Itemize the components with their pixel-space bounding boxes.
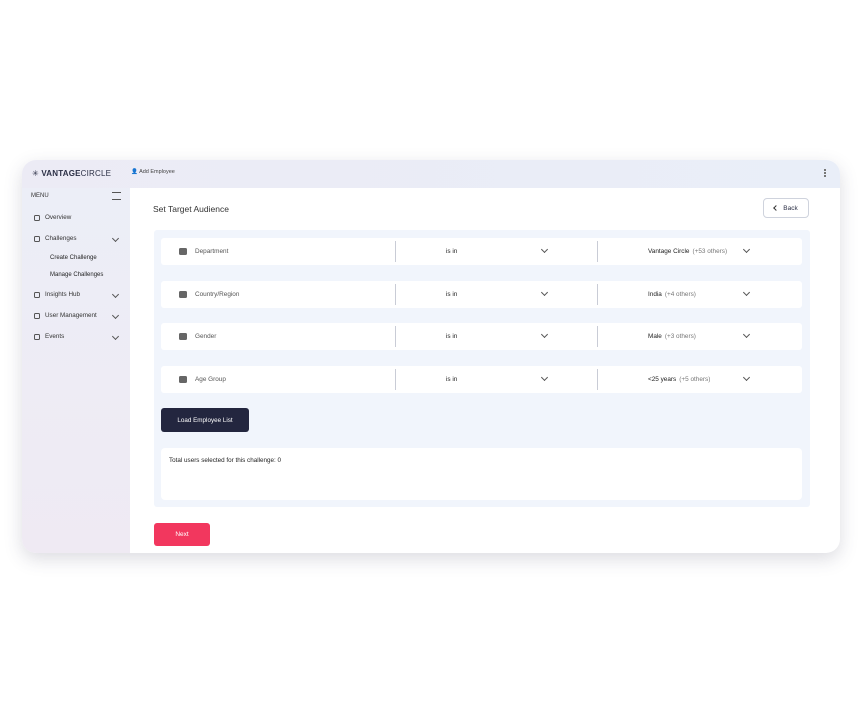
filter-value[interactable]: India (+4 others): [648, 291, 696, 298]
filter-row: Gender is in Male (+3 others): [161, 323, 802, 351]
back-label: Back: [783, 204, 798, 212]
filter-value[interactable]: Vantage Circle (+53 others): [648, 248, 727, 255]
filter-icon: [179, 333, 187, 341]
more-menu[interactable]: [824, 169, 828, 177]
filter-operator[interactable]: is in: [446, 290, 458, 298]
next-button[interactable]: Next: [154, 523, 210, 546]
menu-label: Events: [45, 333, 65, 340]
menu-item[interactable]: Overview: [34, 214, 71, 221]
brand: CIRCLE: [80, 169, 112, 178]
dropdown-chevron[interactable]: [540, 374, 549, 382]
dropdown-chevron[interactable]: [540, 245, 549, 254]
value-main: <25 years: [648, 376, 677, 384]
menu-item[interactable]: Events: [34, 332, 120, 341]
logo[interactable]: ✳ VANTAGECIRCLE: [32, 169, 112, 178]
value-extra: (+4 others): [664, 290, 696, 298]
dropdown-chevron[interactable]: [742, 245, 751, 254]
divider: [597, 283, 598, 305]
top-bar: ✳ VANTAGECIRCLE 👤 Add Employee: [22, 160, 840, 188]
divider: [395, 326, 396, 348]
filter-operator[interactable]: is in: [446, 333, 458, 341]
filter-field[interactable]: Country/Region: [195, 290, 240, 298]
menu-item[interactable]: Challenges: [34, 234, 120, 243]
filter-row: Department is in Vantage Circle (+53 others…: [161, 238, 802, 265]
filter-field[interactable]: Gender: [195, 333, 217, 341]
filter-field[interactable]: Age Group: [195, 376, 226, 384]
total-text: Total users selected for this challenge:…: [169, 457, 282, 464]
filter-icon: [179, 290, 187, 298]
filter-field[interactable]: Department: [195, 248, 229, 255]
divider: [597, 326, 598, 348]
submenu-item[interactable]: Manage Challenges: [50, 272, 104, 278]
divider: [395, 241, 396, 262]
filter-icon: [179, 376, 187, 384]
add-employee[interactable]: 👤 Add Employee: [131, 169, 175, 175]
load-button[interactable]: Load Employee List: [161, 408, 249, 432]
menu-item[interactable]: User Management: [34, 311, 120, 320]
menu-heading: MENU: [31, 193, 49, 199]
app-window: ✳ VANTAGECIRCLE 👤 Add Employee MENU Over…: [22, 160, 840, 553]
menu-label: Overview: [45, 214, 72, 221]
total-box: Total users selected for this challenge:…: [161, 448, 802, 500]
menu-label: Insights Hub: [45, 291, 81, 298]
filter-operator[interactable]: is in: [446, 248, 458, 255]
dropdown-chevron[interactable]: [742, 288, 751, 296]
filter-row: Country/Region is in India (+4 others): [161, 280, 802, 308]
value-extra: (+3 others): [664, 333, 696, 341]
value-main: Male: [648, 333, 662, 341]
filter-panel: Load Employee List Total users selected …: [154, 230, 810, 507]
dropdown-chevron[interactable]: [540, 331, 549, 339]
menu-label: User Management: [45, 312, 97, 319]
value-main: India: [648, 290, 662, 298]
divider: [597, 369, 598, 391]
page-title: Set Target Audience: [153, 204, 229, 214]
menu-toggle[interactable]: [112, 192, 121, 200]
filter-row: Age Group is in <25 years (+5 others): [161, 366, 802, 394]
filter-value[interactable]: Male (+3 others): [648, 333, 696, 340]
value-extra: (+5 others): [679, 376, 711, 384]
divider: [395, 283, 396, 305]
filter-icon: [179, 248, 187, 255]
divider: [395, 369, 396, 391]
value-main: Vantage Circle: [648, 248, 690, 255]
brand: VANTAGE: [41, 169, 81, 178]
value-extra: (+53 others): [692, 248, 728, 255]
back-button[interactable]: Back: [763, 198, 809, 218]
add-employee-label: Add Employee: [139, 169, 175, 175]
divider: [597, 241, 598, 262]
dropdown-chevron[interactable]: [742, 331, 751, 339]
menu-label: Challenges: [45, 235, 77, 242]
filter-value[interactable]: <25 years (+5 others): [648, 376, 710, 383]
submenu-item[interactable]: Create Challenge: [50, 255, 97, 261]
filter-operator[interactable]: is in: [446, 376, 458, 384]
dropdown-chevron[interactable]: [540, 288, 549, 296]
sidebar: MENU Overview Challenges Create Challeng…: [22, 188, 130, 553]
menu-item[interactable]: Insights Hub: [34, 290, 120, 299]
dropdown-chevron[interactable]: [742, 374, 751, 382]
